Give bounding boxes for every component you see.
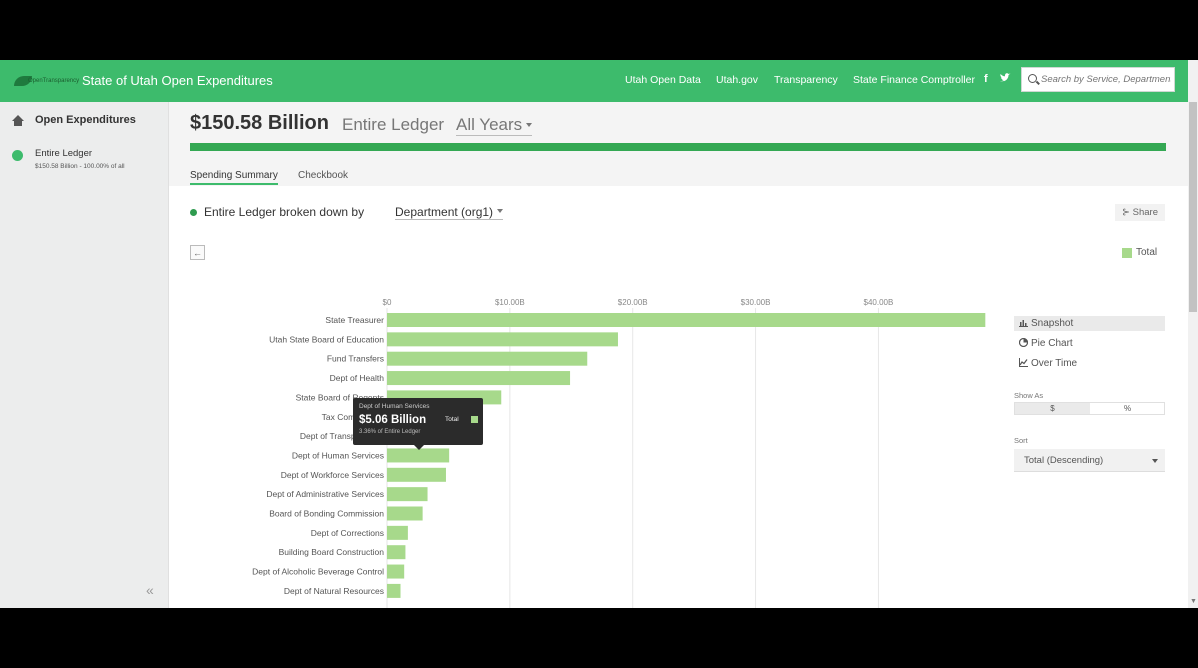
view-snapshot-label: Snapshot [1031,318,1074,329]
facebook-icon[interactable]: f [984,73,988,85]
bar-chart-icon [1019,320,1028,327]
chevron-down-icon [526,123,533,127]
tab-spending-summary[interactable]: Spending Summary [190,170,278,185]
bar[interactable] [387,506,423,521]
back-arrow-button[interactable]: ← [190,245,205,260]
search-box[interactable] [1021,67,1175,92]
leaf-logo-icon [14,76,32,86]
show-as-toggle: $ % [1014,402,1165,415]
tooltip-percent: 3.36% of Entire Ledger [359,429,421,435]
bar[interactable] [387,487,428,502]
bar[interactable] [387,583,401,598]
breakdown-label: Entire Ledger broken down by [204,205,365,219]
top-navbar: OpenTransparency State of Utah Open Expe… [0,60,1188,102]
tooltip-series: Total [445,416,459,423]
line-chart-icon [1019,358,1028,367]
sidebar-item-subtitle: $150.58 Billion - 100.00% of all [35,163,125,170]
view-over-time-button[interactable]: Over Time [1014,356,1165,371]
share-button[interactable]: ⊱ Share [1115,204,1165,221]
ledger-progress-bar [190,143,1166,151]
app-title[interactable]: State of Utah Open Expenditures [82,73,273,88]
dimension-dropdown-label: Department (org1) [395,205,494,219]
sidebar: Open Expenditures Entire Ledger $150.58 … [0,102,169,608]
sidebar-item-entire-ledger[interactable]: Entire Ledger [35,148,93,159]
bar[interactable] [387,545,406,560]
legend-label: Total [1136,247,1158,258]
bar-tooltip: Dept of Human Services $5.06 Billion Tot… [353,398,483,450]
bar[interactable] [387,467,446,482]
green-dot-icon [12,150,23,161]
page-scrollbar-thumb[interactable] [1189,102,1197,312]
view-snapshot-button[interactable]: Snapshot [1014,316,1165,331]
open-transparency-logo[interactable]: OpenTransparency [14,74,80,90]
share-button-label: Share [1132,207,1158,218]
show-as-percent-button[interactable]: % [1123,404,1132,413]
search-input[interactable] [1041,71,1171,88]
years-dropdown[interactable]: All Years [456,115,533,136]
view-pie-chart-button[interactable]: Pie Chart [1014,336,1165,351]
nav-transparency[interactable]: Transparency [774,74,838,86]
sort-dropdown-value: Total (Descending) [1024,455,1104,466]
show-as-dollar-button[interactable]: $ [1015,403,1090,414]
sort-label: Sort [1014,436,1028,445]
pie-chart-icon [1019,338,1028,347]
show-as-label: Show As [1014,391,1044,400]
tab-checkbook[interactable]: Checkbook [298,170,349,181]
breakdown-dot-icon [190,209,197,216]
view-over-time-label: Over Time [1031,358,1078,369]
tooltip-value: $5.06 Billion [359,414,427,426]
summary-header: $150.58 Billion Entire Ledger All Years … [169,102,1188,186]
nav-utah-gov[interactable]: Utah.gov [716,74,759,86]
bar[interactable] [387,371,571,386]
total-amount: $150.58 Billion [190,112,329,134]
sidebar-title[interactable]: Open Expenditures [35,114,136,126]
legend-swatch [1122,248,1132,258]
scroll-down-arrow-icon[interactable]: ▼ [1190,598,1197,605]
dimension-dropdown[interactable]: Department (org1) [395,205,504,220]
years-dropdown-label: All Years [456,115,523,134]
nav-utah-open-data[interactable]: Utah Open Data [625,74,701,86]
search-icon [1028,74,1037,83]
bar[interactable] [387,351,588,366]
home-icon[interactable] [12,115,24,126]
ledger-label: Entire Ledger [342,115,445,134]
tooltip-title: Dept of Human Services [359,403,430,410]
chevron-down-icon [1152,459,1158,463]
bar[interactable] [387,448,450,463]
app-window: OpenTransparency State of Utah Open Expe… [0,60,1198,608]
share-icon: ⊱ [1122,207,1133,218]
collapse-sidebar-icon[interactable]: « [146,582,154,598]
twitter-icon[interactable] [1000,73,1011,86]
logo-text: OpenTransparency [28,78,80,84]
bar[interactable] [387,332,618,347]
tooltip-swatch [471,416,478,423]
nav-state-finance-comptroller[interactable]: State Finance Comptroller [853,74,975,86]
view-pie-chart-label: Pie Chart [1031,338,1073,349]
bar[interactable] [387,564,405,579]
sort-dropdown[interactable]: Total (Descending) [1014,449,1165,472]
page-scrollbar[interactable] [1188,60,1198,608]
bar[interactable] [387,313,986,327]
chevron-down-icon [497,209,504,213]
bar[interactable] [387,525,408,540]
